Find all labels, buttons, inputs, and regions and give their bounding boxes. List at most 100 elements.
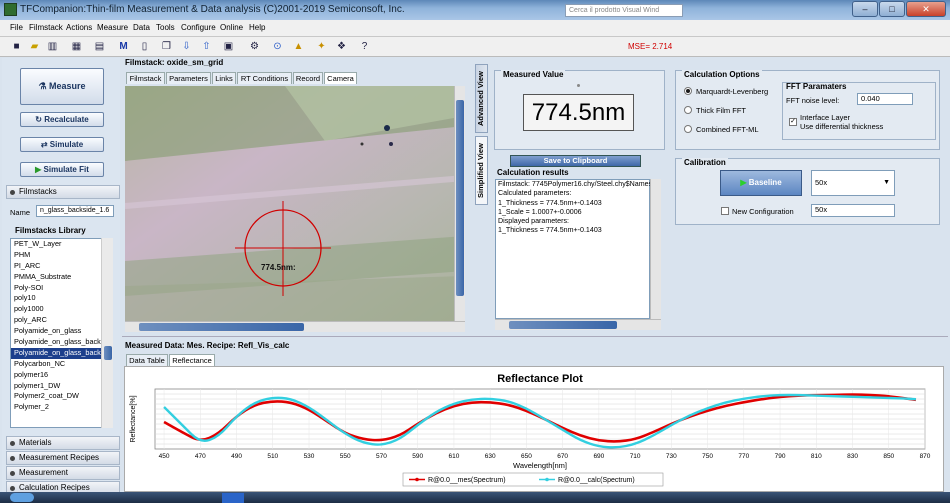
radio-marquardt[interactable] <box>684 87 692 95</box>
measure-button[interactable]: ⚗ Measure <box>20 68 104 105</box>
library-item[interactable]: poly_ARC <box>14 315 47 325</box>
lock-icon[interactable]: ▲ <box>293 41 304 52</box>
minimize-button[interactable]: – <box>852 1 878 17</box>
table-icon[interactable]: ▦ <box>71 41 82 52</box>
library-item[interactable]: PMMA_Substrate <box>14 271 72 281</box>
play-icon: ▶ <box>740 178 747 187</box>
menu-help[interactable]: Help <box>249 23 266 32</box>
camera-vscroll[interactable] <box>454 86 465 321</box>
measurement-recipes-section[interactable]: Measurement Recipes <box>6 451 120 465</box>
menu-actions[interactable]: Actions <box>66 23 93 32</box>
help-icon[interactable]: ? <box>361 41 368 52</box>
start-icon[interactable] <box>10 493 34 502</box>
library-item[interactable]: polymer1_DW <box>14 380 61 390</box>
tab-filmstack[interactable]: Filmstack <box>126 72 165 84</box>
library-item[interactable]: Polycarbon_NC <box>14 358 66 368</box>
menu-filmstack[interactable]: Filmstack <box>29 23 63 32</box>
results-hscroll[interactable] <box>495 319 661 330</box>
x-tick-label: 650 <box>521 453 532 460</box>
radio-thick-film-fft-label: Thick Film FFT <box>696 106 746 115</box>
save-icon[interactable]: ■ <box>13 41 20 52</box>
reflectance-plot[interactable]: Reflectance Plot 450 470 490 510 530 550 570 590… <box>124 366 944 492</box>
simulate-button[interactable]: ⇄ Simulate <box>20 137 104 152</box>
menu-data[interactable]: Data <box>133 23 150 32</box>
library-item[interactable]: PET_W_Layer <box>14 239 62 248</box>
result-line: Filmstack: 7745Polymer16.chy/Steel.chy$N… <box>498 180 653 188</box>
chart-icon[interactable]: ▥ <box>47 41 58 52</box>
print-icon[interactable]: ▣ <box>223 41 234 52</box>
results-hscroll-thumb[interactable] <box>509 321 617 329</box>
close-button[interactable]: ✕ <box>906 1 946 17</box>
arrow-up-icon[interactable]: ⇧ <box>202 41 211 52</box>
library-item[interactable]: poly10 <box>14 293 36 303</box>
menu-configure[interactable]: Configure <box>181 23 216 32</box>
wizard-icon[interactable]: ✦ <box>317 41 326 52</box>
camera-hscroll-thumb[interactable] <box>139 323 304 331</box>
new-configuration-field[interactable]: 50x <box>811 204 895 217</box>
tab-record[interactable]: Record <box>293 72 323 84</box>
library-item[interactable]: Polyamide_on_glass <box>14 326 82 336</box>
recalculate-button[interactable]: ↻ Recalculate <box>20 112 104 127</box>
x-tick-label: 830 <box>847 453 858 460</box>
library-item[interactable]: Polyamide_on_glass_back <box>11 347 112 359</box>
tab-camera[interactable]: Camera <box>324 72 357 84</box>
tab-advanced-view[interactable]: Advanced View <box>475 64 488 133</box>
camera-hscroll[interactable] <box>125 321 465 332</box>
library-item[interactable]: Polyamide_on_glass_back <box>14 337 101 347</box>
camera-vscroll-thumb[interactable] <box>456 100 464 296</box>
library-scroll-thumb[interactable] <box>104 346 112 360</box>
search-input[interactable]: Cerca il prodotto Visual Wind <box>565 4 683 17</box>
save-to-clipboard-button[interactable]: Save to Clipboard <box>510 155 641 167</box>
open-folder-icon[interactable]: ▰ <box>30 41 39 52</box>
document-icon[interactable]: ▯ <box>141 41 148 52</box>
arrow-down-icon[interactable]: ⇩ <box>182 41 191 52</box>
menu-measure[interactable]: Measure <box>97 23 129 32</box>
fft-noise-field[interactable]: 0.040 <box>857 93 913 105</box>
materials-section[interactable]: Materials <box>6 436 120 450</box>
menu-tools[interactable]: Tools <box>156 23 175 32</box>
library-item[interactable]: PHM <box>14 249 31 259</box>
objective-select[interactable]: 50x ▼ <box>811 170 895 196</box>
menu-online[interactable]: Online <box>220 23 244 32</box>
puzzle-icon[interactable]: ❖ <box>337 41 346 52</box>
library-item[interactable]: Polymer2_coat_DW <box>14 391 79 401</box>
tab-parameters[interactable]: Parameters <box>166 72 211 84</box>
menu-file[interactable]: File <box>10 23 23 32</box>
filmstacks-section[interactable]: Filmstacks <box>6 185 120 199</box>
tab-reflectance[interactable]: Reflectance <box>169 354 215 366</box>
radio-thick-film-fft[interactable] <box>684 106 692 114</box>
title-bar: TFCompanion:Thin-film Measurement & Data… <box>0 0 950 20</box>
library-item[interactable]: polymer16 <box>14 369 49 379</box>
simulate-fit-button[interactable]: ▶ Simulate Fit <box>20 162 104 177</box>
results-vscroll[interactable] <box>650 179 661 319</box>
mse-value: MSE= 2.714 <box>628 42 673 51</box>
camera-view[interactable]: 774.5nm: <box>125 86 465 321</box>
name-field[interactable]: n_glass_backside_1.6 <box>36 205 114 217</box>
target-icon[interactable]: ⊙ <box>273 41 282 52</box>
tab-simplified-view[interactable]: Simplified View <box>475 136 488 205</box>
library-item[interactable]: PI_ARC <box>14 260 41 270</box>
baseline-button[interactable]: ▶ Baseline <box>720 170 802 196</box>
maximize-button[interactable]: □ <box>879 1 905 17</box>
tab-links[interactable]: Links <box>212 72 236 84</box>
excel-icon[interactable]: ▤ <box>94 41 105 52</box>
chart-title: Reflectance Plot <box>497 373 583 385</box>
library-scrollbar[interactable] <box>101 238 113 428</box>
app-taskbar-icon[interactable] <box>222 493 244 503</box>
library-item[interactable]: poly1000 <box>14 304 44 314</box>
differential-thickness-label: Use differential thickness <box>800 122 884 131</box>
library-item[interactable]: Poly-SOI <box>14 282 44 292</box>
filmstack-library-list[interactable]: PET_W_Layer PHM PI_ARC PMMA_Substrate Poly-S… <box>10 238 113 428</box>
library-item[interactable]: Polymer_2 <box>14 402 49 412</box>
measure-icon[interactable]: M <box>119 41 128 52</box>
refresh-icon: ↻ <box>35 115 45 124</box>
interface-layer-checkbox[interactable]: ✓ <box>789 118 797 126</box>
tab-rt-conditions[interactable]: RT Conditions <box>237 72 292 84</box>
measurement-section[interactable]: Measurement <box>6 466 120 480</box>
simulate-icon[interactable]: ⚙ <box>250 41 259 52</box>
x-tick-label: 850 <box>883 453 894 460</box>
radio-combined-fft-ml[interactable] <box>684 125 692 133</box>
tab-data-table[interactable]: Data Table <box>126 354 168 366</box>
new-configuration-checkbox[interactable] <box>721 207 729 215</box>
copy-icon[interactable]: ❐ <box>162 41 171 52</box>
